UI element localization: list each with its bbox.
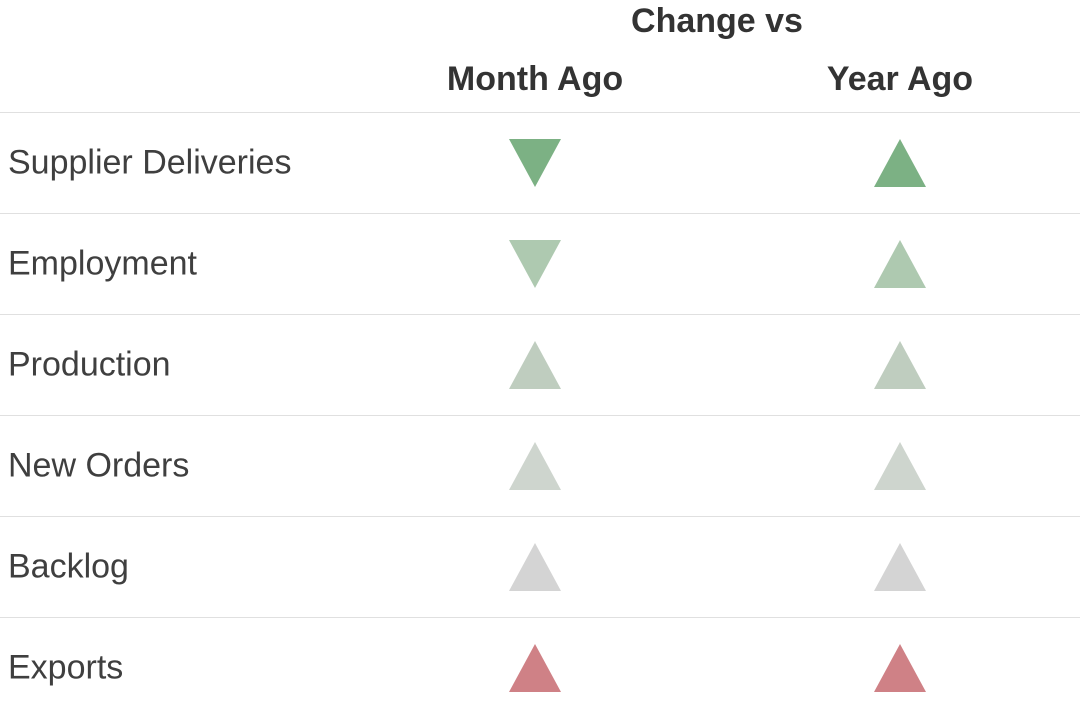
up-triangle-icon <box>874 341 926 389</box>
down-triangle-icon <box>509 240 561 288</box>
up-triangle-icon <box>874 139 926 187</box>
up-triangle-icon <box>509 341 561 389</box>
up-triangle-icon <box>874 543 926 591</box>
row-label: Supplier Deliveries <box>8 143 292 182</box>
up-triangle-icon <box>874 240 926 288</box>
table-row: Backlog <box>0 516 1080 617</box>
up-triangle-icon <box>509 442 561 490</box>
row-label: Exports <box>8 648 124 687</box>
table-row: New Orders <box>0 415 1080 516</box>
table-header: Change vs Month Ago Year Ago <box>0 0 1080 112</box>
table-row: Production <box>0 314 1080 415</box>
column-header-month-ago: Month Ago <box>446 60 624 98</box>
column-header-year-ago: Year Ago <box>826 60 974 98</box>
up-triangle-icon <box>874 442 926 490</box>
column-group-title: Change vs <box>631 2 803 40</box>
row-label: Production <box>8 345 171 384</box>
table-row: Exports <box>0 617 1080 718</box>
indicator-table: Supplier Deliveries Employment Production N… <box>0 112 1080 718</box>
table-row: Employment <box>0 213 1080 314</box>
up-triangle-icon <box>874 644 926 692</box>
up-triangle-icon <box>509 543 561 591</box>
up-triangle-icon <box>509 644 561 692</box>
row-label: New Orders <box>8 446 190 485</box>
row-label: Employment <box>8 244 197 283</box>
down-triangle-icon <box>509 139 561 187</box>
row-label: Backlog <box>8 547 129 586</box>
table-row: Supplier Deliveries <box>0 112 1080 213</box>
